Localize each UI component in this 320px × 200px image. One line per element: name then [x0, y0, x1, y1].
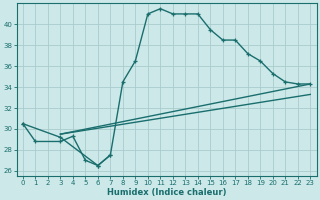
X-axis label: Humidex (Indice chaleur): Humidex (Indice chaleur)	[107, 188, 226, 197]
